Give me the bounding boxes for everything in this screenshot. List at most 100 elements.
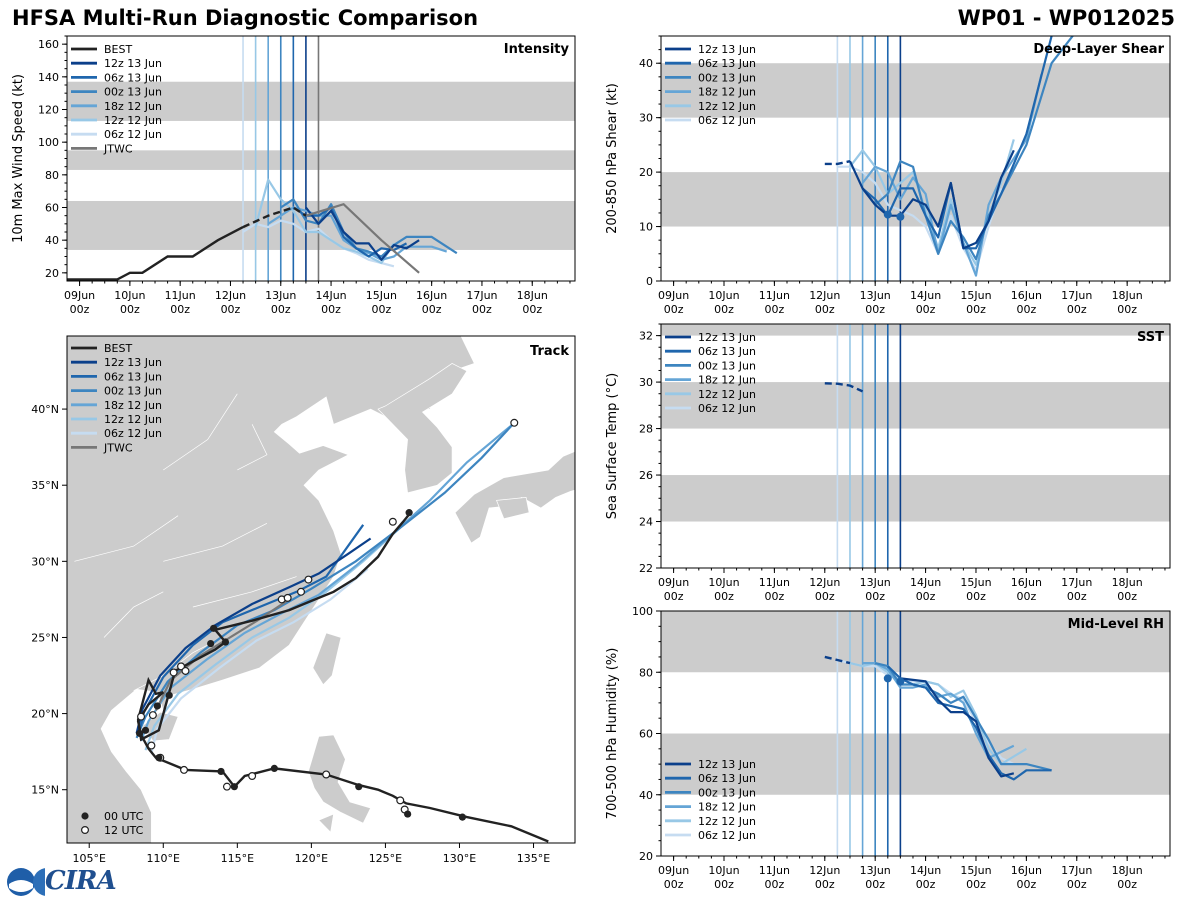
intensity-run-line-0	[305, 206, 420, 261]
intensity-run-line-4	[254, 178, 395, 265]
province-border-1	[192, 576, 297, 608]
track-point-12utc	[148, 711, 157, 720]
intensity-xtick-label: 00z	[120, 303, 140, 316]
shear-best-dashed-line	[824, 160, 851, 166]
track-point-12utc	[222, 782, 231, 791]
rh-xtick-label: 00z	[664, 878, 684, 891]
rh-title: Mid-Level RH	[1068, 617, 1164, 632]
province-border-6	[163, 393, 238, 471]
shear-ylabel: 200-850 hPa Shear (kt)	[605, 83, 620, 234]
intensity-legend-label: 12z 12 Jun	[104, 114, 162, 127]
rh-ytick-label: 100	[632, 605, 653, 618]
track-ytick-label: 20°N	[31, 708, 59, 721]
sst-ytick-label: 30	[639, 376, 653, 389]
sst-xtick-label: 13Jun	[860, 576, 891, 589]
sst-ylabel: Sea Surface Temp (°C)	[605, 373, 620, 520]
land-mindoro	[318, 813, 335, 834]
sst-legend-label: 06z 13 Jun	[698, 345, 756, 358]
track-xtick-label: 130°E	[443, 852, 476, 865]
track-title: Track	[530, 344, 569, 359]
track-point-12utc	[181, 666, 190, 675]
track-legend-label: JTWC	[103, 441, 133, 454]
rh-xtick-label: 11Jun	[759, 864, 790, 877]
intensity-xtick-label: 00z	[371, 303, 391, 316]
shear-run-line-2	[861, 36, 1075, 261]
storm-id: WP01 - WP012025	[957, 6, 1175, 30]
track-xtick-label: 125°E	[369, 852, 402, 865]
shear-xtick-label: 14Jun	[910, 289, 941, 302]
track-jtwc-line	[154, 598, 290, 711]
track-point-12utc	[248, 772, 257, 781]
intensity-jtwc-line	[305, 202, 420, 274]
sst-xtick-label: 18Jun	[1112, 576, 1143, 589]
land-mainland	[67, 336, 475, 843]
shear-marker-1	[896, 212, 905, 221]
track-xtick-label: 110°E	[147, 852, 180, 865]
rh-legend-label: 12z 13 Jun	[698, 758, 756, 771]
sst-xtick-label: 09Jun	[658, 576, 689, 589]
sst-legend-label: 12z 13 Jun	[698, 331, 756, 344]
track-point-12utc	[304, 575, 313, 584]
sst-xtick-label: 00z	[966, 590, 986, 603]
rh-plot-area	[661, 611, 1170, 856]
track-point-12utc	[396, 796, 405, 805]
figure-title: HFSA Multi-Run Diagnostic Comparison	[12, 6, 479, 30]
intensity-xtick-label: 00z	[522, 303, 542, 316]
rh-xtick-label: 12Jun	[809, 864, 840, 877]
land-shikoku	[496, 497, 530, 520]
track-point-12utc	[388, 517, 397, 526]
track-xtick-label: 120°E	[295, 852, 328, 865]
shear-run-line-0	[849, 149, 1015, 250]
sst-xtick-label: 12Jun	[809, 576, 840, 589]
sst-xtick-label: 15Jun	[960, 576, 991, 589]
shear-legend-label: 12z 13 Jun	[698, 43, 756, 56]
shear-xtick-label: 10Jun	[708, 289, 739, 302]
track-point-00utc	[355, 783, 363, 791]
province-border-4	[103, 591, 164, 638]
shear-xtick-label: 00z	[865, 303, 885, 316]
shear-legend-label: 18z 12 Jun	[698, 86, 756, 99]
intensity-xtick-label: 11Jun	[165, 289, 196, 302]
shear-xtick-label: 18Jun	[1112, 289, 1143, 302]
land-korea	[377, 362, 468, 494]
rh-ytick-label: 80	[639, 666, 653, 679]
intensity-legend-label: BEST	[104, 43, 132, 56]
track-legend-label: 12z 13 Jun	[104, 356, 162, 369]
intensity-ytick-label: 160	[38, 38, 59, 51]
track-ytick-label: 15°N	[31, 784, 59, 797]
rh-xtick-label: 14Jun	[910, 864, 941, 877]
track-point-12utc	[180, 765, 189, 774]
shear-xtick-label: 15Jun	[960, 289, 991, 302]
track-run-line-2	[135, 422, 516, 739]
sst-legend-label: 18z 12 Jun	[698, 374, 756, 387]
rh-legend-label: 00z 13 Jun	[698, 786, 756, 799]
track-legend-label: BEST	[104, 342, 132, 355]
intensity-legend-label: 06z 13 Jun	[104, 71, 162, 84]
rh-xtick-label: 00z	[1117, 878, 1137, 891]
track-point-00utc	[458, 813, 467, 821]
rh-run-line-1	[887, 665, 1052, 781]
track-ytick-label: 30°N	[31, 555, 59, 568]
sst-plot-area	[661, 324, 1170, 568]
track-point-00utc	[210, 624, 218, 632]
sst-xtick-label: 00z	[664, 590, 684, 603]
rh-run-line-0	[900, 677, 1015, 778]
rh-xtick-label: 09Jun	[658, 864, 689, 877]
shear-run-line-5	[837, 165, 1003, 272]
land-taiwan	[312, 632, 342, 686]
rh-legend-label: 12z 12 Jun	[698, 815, 756, 828]
province-border-2	[163, 522, 268, 562]
rh-xtick-label: 13Jun	[860, 864, 891, 877]
shear-xtick-label: 00z	[1067, 303, 1087, 316]
intensity-ytick-label: 100	[38, 136, 59, 149]
noaa-icon	[7, 868, 61, 896]
track-point-12utc	[283, 593, 292, 602]
sst-xtick-label: 00z	[1016, 590, 1036, 603]
intensity-xtick-label: 00z	[321, 303, 341, 316]
sst-ytick-label: 26	[639, 469, 653, 482]
intensity-band-2	[67, 81, 575, 121]
sst-ytick-label: 32	[639, 330, 653, 343]
shear-panel: 01020304009Jun00z10Jun00z11Jun00z12Jun00…	[605, 35, 1171, 316]
intensity-xtick-label: 00z	[221, 303, 241, 316]
